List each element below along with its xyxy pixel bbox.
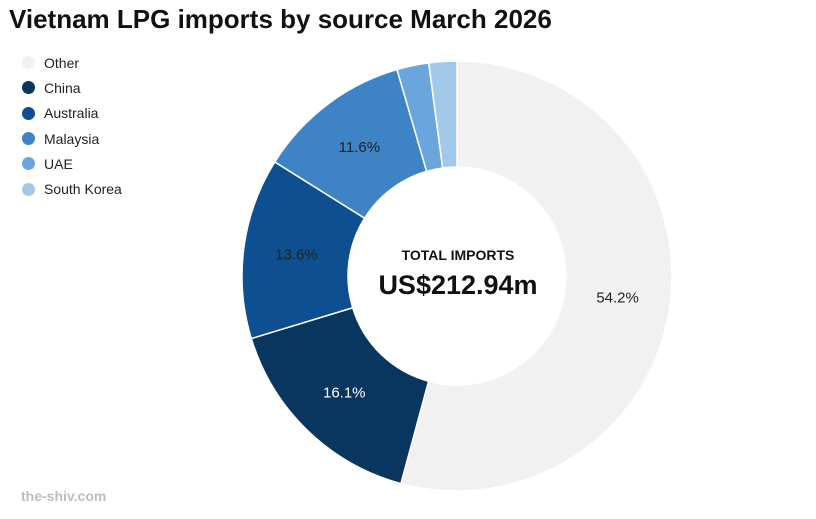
- center-caption: TOTAL IMPORTS: [402, 247, 515, 263]
- legend-swatch: [22, 81, 35, 95]
- legend-item-china: China: [22, 75, 122, 100]
- legend-item-australia: Australia: [22, 101, 122, 126]
- slice-south-korea: [427, 60, 458, 169]
- center-total-value: US$212.94m: [378, 270, 537, 300]
- legend-item-other: Other: [22, 50, 122, 75]
- legend-swatch: [22, 106, 35, 120]
- chart-title: Vietnam LPG imports by source March 2026: [9, 4, 552, 34]
- legend-label: Malaysia: [44, 130, 100, 147]
- legend-swatch: [22, 56, 35, 70]
- legend-label: Other: [44, 54, 80, 71]
- legend-label: Australia: [44, 105, 99, 122]
- legend-swatch: [22, 182, 35, 196]
- slice-label-australia: 13.6%: [275, 247, 318, 264]
- legend-item-uae: UAE: [22, 151, 122, 176]
- legend-swatch: [22, 157, 35, 171]
- slice-label-china: 16.1%: [323, 384, 366, 401]
- legend: Other China Australia Malaysia UAE South Kore…: [22, 50, 122, 202]
- source-credit: the-shiv.com: [21, 488, 107, 504]
- legend-label: China: [44, 79, 81, 96]
- slice-australia: [241, 160, 366, 340]
- legend-swatch: [22, 132, 35, 146]
- legend-item-south-korea: South Korea: [22, 176, 122, 201]
- slice-label-other: 54.2%: [596, 289, 639, 306]
- slices-group: [241, 60, 673, 492]
- slice-label-malaysia: 11.6%: [339, 139, 380, 156]
- legend-label: UAE: [44, 155, 73, 172]
- slice-labels-group: 54.2% 16.1% 13.6% 11.6%: [275, 139, 639, 402]
- legend-label: South Korea: [44, 181, 122, 198]
- slice-china: [250, 306, 430, 485]
- legend-item-malaysia: Malaysia: [22, 126, 122, 151]
- slice-other: [399, 60, 673, 492]
